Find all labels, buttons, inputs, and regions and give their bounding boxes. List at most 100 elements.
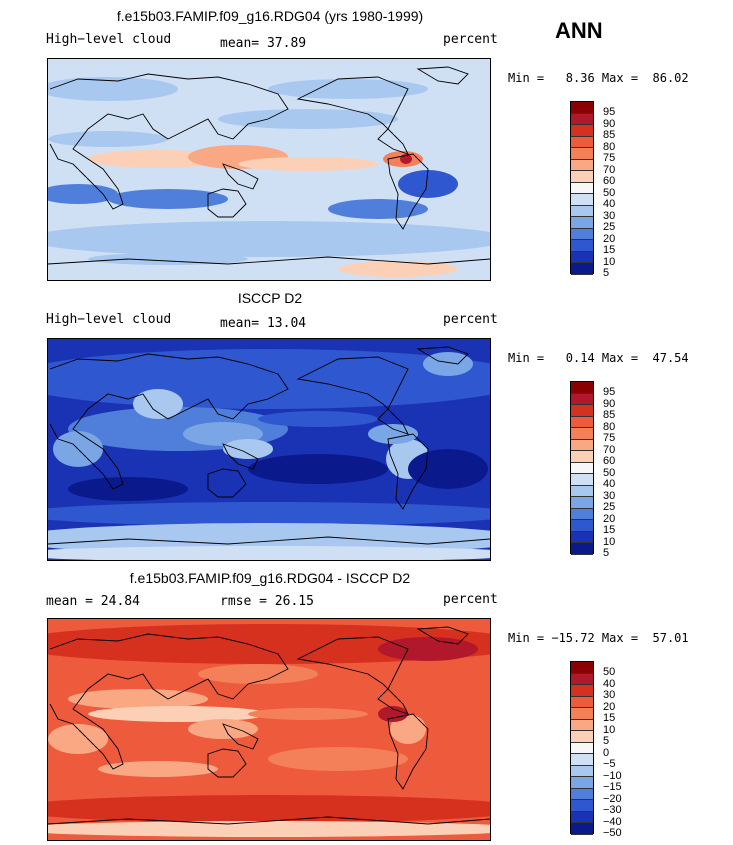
colorbar-label: 75 bbox=[603, 432, 616, 444]
panel-1-colorbar-labels: 95 90 85 80 75 70 60 50 40 30 25 20 15 1… bbox=[603, 106, 633, 279]
panel-3-map-field bbox=[48, 619, 490, 840]
colorbar-label: 15 bbox=[603, 524, 616, 536]
colorbar-label: 30 bbox=[603, 209, 616, 222]
colorbar-swatch bbox=[571, 228, 593, 240]
colorbar-label: 40 bbox=[603, 677, 616, 690]
colorbar-label: 10 bbox=[603, 535, 616, 548]
colorbar-swatch bbox=[571, 497, 593, 509]
panel-2-map bbox=[47, 338, 491, 561]
colorbar-swatch bbox=[571, 754, 593, 766]
colorbar-label: 20 bbox=[603, 232, 616, 245]
colorbar-label: 30 bbox=[603, 489, 616, 502]
panel-2-colorbar-swatches bbox=[571, 382, 593, 555]
panel-2-colorbar bbox=[570, 381, 594, 555]
colorbar-label: 70 bbox=[603, 163, 616, 176]
colorbar-label: 25 bbox=[603, 501, 616, 513]
colorbar-swatch bbox=[571, 719, 593, 731]
colorbar-swatch bbox=[571, 742, 593, 754]
panel-3-minmax: Min = −15.72 Max = 57.01 bbox=[508, 631, 689, 645]
colorbar-swatch bbox=[571, 731, 593, 743]
colorbar-label: 0 bbox=[603, 746, 610, 759]
colorbar-swatch bbox=[571, 393, 593, 405]
panel-2-mean: mean= 13.04 bbox=[220, 316, 307, 331]
colorbar-label: 40 bbox=[603, 478, 616, 490]
panel-3-mean: mean = 24.84 bbox=[46, 594, 140, 609]
panel-1-map-field bbox=[48, 59, 490, 280]
panel-1-title: f.e15b03.FAMIP.f09_g16.RDG04 (yrs 1980-1… bbox=[116, 8, 424, 24]
colorbar-swatch bbox=[571, 451, 593, 463]
colorbar-swatch bbox=[571, 405, 593, 417]
colorbar-label: 20 bbox=[603, 512, 616, 525]
panel-1-minmax: Min = 8.36 Max = 86.02 bbox=[508, 71, 689, 85]
colorbar-label: 60 bbox=[603, 175, 616, 187]
panel-3-rmse: rmse = 26.15 bbox=[220, 594, 314, 609]
panel-1-left-label: High−level cloud bbox=[46, 32, 172, 47]
panel-2-title: ISCCP D2 bbox=[237, 290, 303, 306]
colorbar-swatch bbox=[571, 159, 593, 171]
panel-1-map bbox=[47, 58, 491, 281]
colorbar-swatch bbox=[571, 696, 593, 708]
panel-3-colorbar bbox=[570, 661, 594, 835]
colorbar-swatch bbox=[571, 205, 593, 217]
colorbar-label: 15 bbox=[603, 712, 616, 724]
colorbar-swatch bbox=[571, 531, 593, 543]
panel-2-colorbar-labels: 95 90 85 80 75 70 60 50 40 30 25 20 15 1… bbox=[603, 386, 633, 559]
colorbar-swatch bbox=[571, 708, 593, 720]
colorbar-label: 85 bbox=[603, 409, 616, 421]
colorbar-label: −15 bbox=[603, 781, 622, 793]
colorbar-swatch bbox=[571, 240, 593, 252]
colorbar-label: 85 bbox=[603, 129, 616, 141]
colorbar-label: 50 bbox=[603, 186, 616, 199]
colorbar-swatch bbox=[571, 125, 593, 137]
colorbar-label: −30 bbox=[603, 804, 622, 816]
colorbar-swatch bbox=[571, 171, 593, 183]
colorbar-swatch bbox=[571, 508, 593, 520]
colorbar-label: 90 bbox=[603, 397, 616, 410]
panel-3-colorbar-labels: 50 40 30 20 15 10 5 0 −5 −10 −15 −20 −30… bbox=[603, 666, 637, 839]
colorbar-swatch bbox=[571, 148, 593, 160]
panel-2-map-field bbox=[48, 339, 490, 560]
colorbar-label: 10 bbox=[603, 255, 616, 268]
panel-2-left-label: High−level cloud bbox=[46, 312, 172, 327]
colorbar-label: 95 bbox=[603, 106, 616, 118]
season-label: ANN bbox=[555, 18, 603, 43]
colorbar-label: 75 bbox=[603, 152, 616, 164]
colorbar-swatch bbox=[571, 217, 593, 229]
colorbar-swatch bbox=[571, 485, 593, 497]
colorbar-label: 60 bbox=[603, 455, 616, 467]
colorbar-swatch bbox=[571, 685, 593, 697]
colorbar-swatch bbox=[571, 416, 593, 428]
colorbar-swatch bbox=[571, 788, 593, 800]
colorbar-swatch bbox=[571, 382, 593, 394]
colorbar-label: 25 bbox=[603, 221, 616, 233]
colorbar-label: 30 bbox=[603, 689, 616, 701]
colorbar-label: −50 bbox=[603, 827, 622, 839]
colorbar-label: 5 bbox=[603, 735, 610, 747]
colorbar-label: 40 bbox=[603, 198, 616, 210]
colorbar-swatch bbox=[571, 182, 593, 194]
panel-1-mean: mean= 37.89 bbox=[220, 36, 307, 51]
colorbar-label: 10 bbox=[603, 723, 616, 736]
colorbar-swatch bbox=[571, 520, 593, 532]
colorbar-label: 70 bbox=[603, 443, 616, 456]
colorbar-swatch bbox=[571, 811, 593, 823]
colorbar-label: −40 bbox=[603, 815, 622, 828]
colorbar-swatch bbox=[571, 543, 593, 555]
panel-1-colorbar-swatches bbox=[571, 102, 593, 275]
colorbar-swatch bbox=[571, 474, 593, 486]
colorbar-swatch bbox=[571, 428, 593, 440]
panel-1-units: percent bbox=[443, 32, 498, 47]
colorbar-label: 80 bbox=[603, 420, 616, 433]
colorbar-swatch bbox=[571, 251, 593, 263]
colorbar-swatch bbox=[571, 662, 593, 674]
colorbar-swatch bbox=[571, 136, 593, 148]
panel-1-colorbar bbox=[570, 101, 594, 275]
colorbar-label: 15 bbox=[603, 244, 616, 256]
panel-3-map bbox=[47, 618, 491, 841]
colorbar-swatch bbox=[571, 263, 593, 275]
colorbar-label: 50 bbox=[603, 466, 616, 479]
colorbar-swatch bbox=[571, 800, 593, 812]
colorbar-label: 95 bbox=[603, 386, 616, 398]
panel-2-units: percent bbox=[443, 312, 498, 327]
colorbar-label: −20 bbox=[603, 792, 622, 805]
